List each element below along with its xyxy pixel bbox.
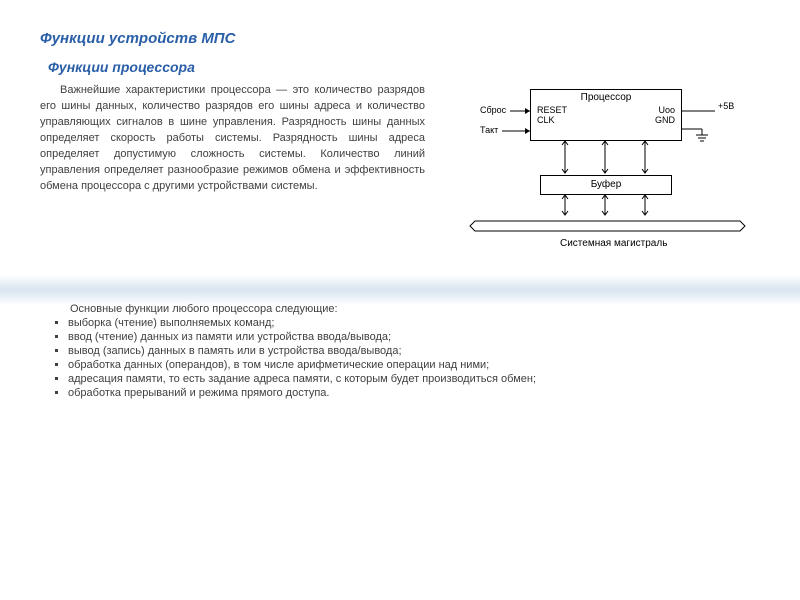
main-paragraph: Важнейшие характеристики процессора — эт…: [40, 83, 425, 195]
diagram-lines: [440, 83, 750, 253]
list-item: адресация памяти, то есть задание адреса…: [68, 373, 760, 385]
list-item: ввод (чтение) данных из памяти или устро…: [68, 331, 760, 343]
page-content: Функции устройств МПС Функции процессора…: [0, 0, 800, 421]
list-item: обработка данных (операндов), в том числ…: [68, 359, 760, 371]
processor-diagram: Процессор RESET Uоо CLK GND Сброс Такт +…: [440, 83, 750, 253]
list-item: вывод (запись) данных в память или в уст…: [68, 345, 760, 357]
functions-intro: Основные функции любого процессора следу…: [40, 303, 760, 315]
list-item: выборка (чтение) выполняемых команд;: [68, 317, 760, 329]
title-main: Функции устройств МПС: [40, 30, 760, 47]
list-item: обработка прерываний и режима прямого до…: [68, 387, 760, 399]
title-sub: Функции процессора: [48, 59, 760, 75]
functions-list: выборка (чтение) выполняемых команд; вво…: [40, 317, 760, 399]
top-row: Важнейшие характеристики процессора — эт…: [40, 83, 760, 253]
